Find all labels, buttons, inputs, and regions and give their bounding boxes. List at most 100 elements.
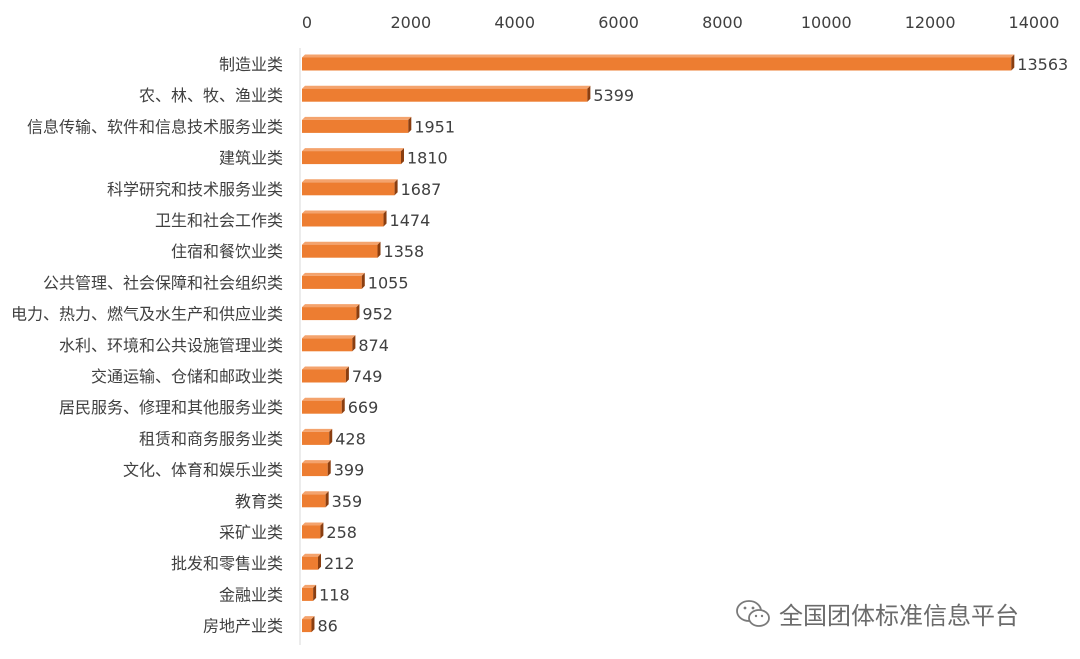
bar	[302, 397, 345, 414]
x-tick-label: 12000	[905, 13, 956, 32]
category-label: 制造业类	[219, 55, 283, 74]
bar	[302, 116, 412, 133]
data-labels: 13563 5399 1951 1810 1687 1474 1358 1055 952 874 7…	[317, 55, 1068, 636]
bar-side-face	[320, 522, 324, 539]
x-tick-label: 14000	[1009, 13, 1060, 32]
bar-top-face	[302, 148, 404, 152]
category-label: 电力、热力、燃气及水生产和供应业类	[11, 305, 283, 324]
bar-side-face	[325, 491, 329, 508]
x-tick-labels: 0 2000 4000 6000 8000 10000 12000 14000	[302, 13, 1060, 32]
bar-front-face	[302, 463, 328, 477]
bar-front-face	[302, 213, 384, 227]
category-label: 农、林、牧、渔业类	[139, 86, 283, 105]
bar	[302, 241, 381, 258]
data-label: 1358	[384, 242, 425, 261]
bar-top-face	[302, 85, 591, 89]
bar	[302, 522, 324, 539]
bar-front-face	[302, 151, 401, 165]
data-label: 749	[352, 367, 383, 386]
category-label: 批发和零售业类	[171, 554, 283, 573]
bar-top-face	[302, 210, 387, 214]
bar-side-face	[318, 553, 322, 570]
bar-top-face	[302, 428, 333, 432]
bar-top-face	[302, 460, 331, 464]
category-label: 房地产业类	[203, 617, 283, 636]
bar-side-face	[383, 210, 387, 227]
bar-front-face	[302, 275, 362, 289]
data-label: 359	[332, 492, 363, 511]
bar-front-face	[302, 587, 314, 601]
bar	[302, 460, 331, 477]
bar-side-face	[311, 616, 315, 633]
data-label: 1687	[401, 180, 442, 199]
bar-top-face	[302, 304, 360, 308]
bar-top-face	[302, 179, 398, 183]
data-label: 5399	[593, 86, 634, 105]
bar-side-face	[356, 304, 360, 321]
data-label: 1951	[414, 117, 455, 136]
category-label: 金融业类	[219, 585, 283, 604]
bar	[302, 428, 333, 445]
bar-front-face	[302, 338, 353, 352]
bar-side-face	[400, 148, 404, 165]
bar	[302, 148, 404, 165]
bar-top-face	[302, 335, 356, 339]
category-label: 信息传输、软件和信息技术服务业类	[27, 117, 283, 136]
bar-side-face	[587, 85, 591, 102]
bar	[302, 54, 1015, 71]
watermark: 全国团体标准信息平台	[735, 596, 1019, 631]
bar-front-face	[302, 307, 357, 321]
bar-side-face	[408, 116, 412, 133]
bar-top-face	[302, 366, 349, 370]
bar	[302, 584, 317, 601]
wechat-icon	[736, 599, 770, 627]
bar-side-face	[1011, 54, 1015, 71]
bar	[302, 616, 315, 633]
category-label: 居民服务、修理和其他服务业类	[59, 398, 283, 417]
bar-side-face	[327, 460, 331, 477]
data-label: 952	[362, 305, 393, 324]
category-label: 水利、环境和公共设施管理业类	[59, 336, 283, 355]
category-label: 住宿和餐饮业类	[171, 242, 283, 261]
bar-front-face	[302, 182, 395, 196]
category-label: 教育类	[235, 492, 283, 511]
bar	[302, 335, 356, 352]
bar	[302, 304, 360, 321]
bar-front-face	[302, 57, 1012, 71]
bar-front-face	[302, 369, 346, 383]
bar	[302, 179, 398, 196]
bar-top-face	[302, 491, 329, 495]
category-labels: 制造业类农、林、牧、渔业类信息传输、软件和信息技术服务业类建筑业类科学研究和技术…	[11, 55, 283, 636]
bar-top-face	[302, 553, 322, 557]
bar-top-face	[302, 54, 1015, 58]
bar-side-face	[394, 179, 398, 196]
bar-side-face	[352, 335, 356, 352]
bar-front-face	[302, 494, 326, 508]
data-label: 1810	[407, 149, 448, 168]
x-tick-label: 8000	[702, 13, 743, 32]
data-label: 428	[335, 429, 366, 448]
bar-top-face	[302, 397, 345, 401]
data-label: 118	[319, 585, 350, 604]
category-label: 科学研究和技术服务业类	[107, 180, 283, 199]
bar-side-face	[345, 366, 349, 383]
bar-top-face	[302, 522, 324, 526]
x-tick-label: 6000	[598, 13, 639, 32]
bar-front-face	[302, 244, 378, 258]
category-label: 采矿业类	[219, 523, 283, 542]
data-label: 258	[326, 523, 357, 542]
watermark-text: 全国团体标准信息平台	[779, 602, 1019, 630]
category-label: 租赁和商务服务业类	[139, 429, 283, 448]
bar	[302, 553, 322, 570]
bar-top-face	[302, 241, 381, 245]
data-label: 13563	[1017, 55, 1068, 74]
data-label: 86	[317, 617, 337, 636]
data-label: 1474	[390, 211, 431, 230]
category-label: 卫生和社会工作类	[155, 211, 283, 230]
bar-front-face	[302, 400, 342, 414]
bar	[302, 85, 591, 102]
bar-side-face	[341, 397, 345, 414]
category-label: 文化、体育和娱乐业类	[123, 461, 283, 480]
data-label: 669	[348, 398, 379, 417]
